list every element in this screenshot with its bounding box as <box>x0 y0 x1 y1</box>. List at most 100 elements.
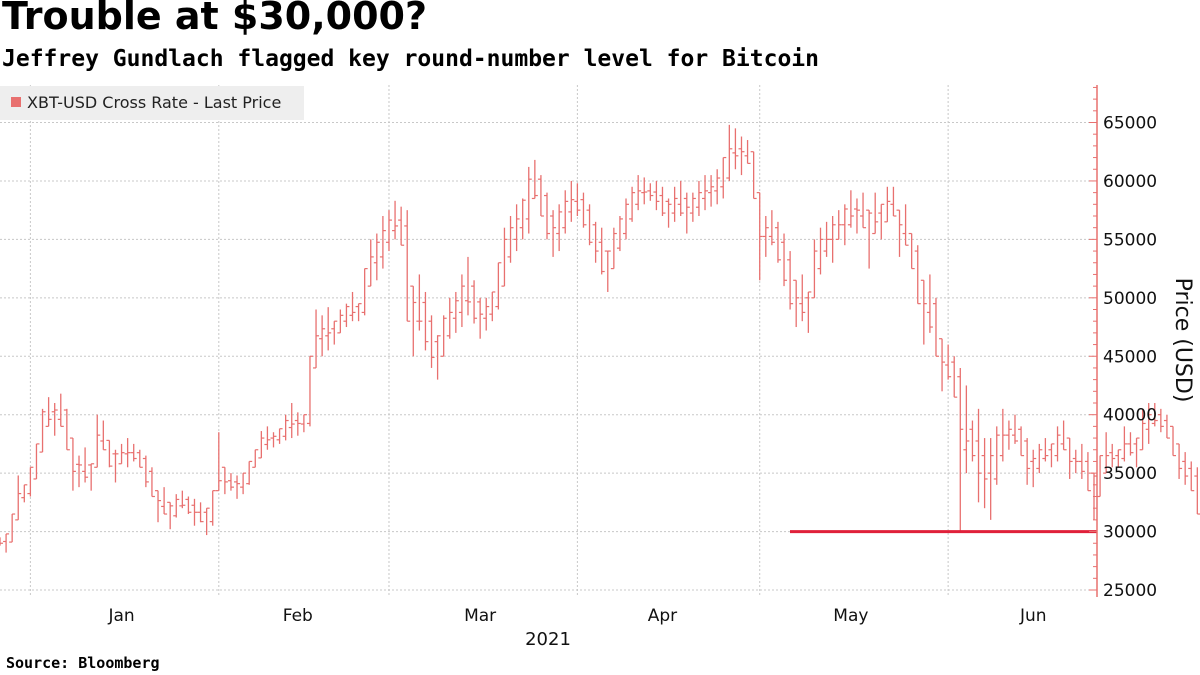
price-bar <box>890 186 897 217</box>
price-bar <box>525 166 532 234</box>
price-bar <box>337 309 344 334</box>
chart-subtitle: Jeffrey Gundlach flagged key round-numbe… <box>2 46 819 72</box>
price-bar <box>805 291 812 333</box>
price-bar <box>847 190 854 228</box>
price-bar <box>744 140 751 165</box>
price-bar <box>926 274 933 333</box>
legend-swatch <box>11 97 21 107</box>
price-bar <box>367 239 374 287</box>
price-bar <box>1078 443 1085 479</box>
price-bar <box>774 221 781 263</box>
x-axis-year: 2021 <box>525 629 571 650</box>
price-bar <box>732 128 739 170</box>
price-bar <box>981 438 988 509</box>
price-bar <box>841 204 848 246</box>
price-bar <box>762 216 769 257</box>
y-tick-label: 65000 <box>1103 114 1157 134</box>
price-bar <box>1139 408 1146 451</box>
price-bar <box>221 466 228 495</box>
price-bar <box>592 221 599 263</box>
price-bar <box>537 175 544 217</box>
price-bar <box>568 180 575 222</box>
price-bar <box>197 502 204 523</box>
price-bar <box>173 494 180 518</box>
price-bar <box>264 426 271 450</box>
price-bar <box>1042 438 1049 462</box>
price-bar <box>939 338 946 392</box>
y-tick-label: 60000 <box>1103 172 1157 192</box>
price-bar <box>544 192 550 240</box>
price-bar <box>951 356 958 398</box>
price-bar <box>464 256 471 316</box>
price-bar <box>1127 432 1134 456</box>
x-tick-label: Jan <box>107 606 134 626</box>
price-bar <box>191 498 198 526</box>
x-tick-label: Mar <box>464 606 496 626</box>
price-bar <box>665 198 672 228</box>
price-bar <box>969 420 976 462</box>
price-bar <box>823 221 830 257</box>
price-bar <box>9 513 16 543</box>
price-bar <box>483 297 490 331</box>
price-bar <box>63 408 70 451</box>
price-bar <box>519 198 526 240</box>
price-bar <box>1066 437 1073 479</box>
price-bar <box>598 227 605 275</box>
price-bar <box>683 192 690 234</box>
price-bar <box>288 403 295 439</box>
price-bar <box>349 291 356 322</box>
price-bar <box>720 156 727 199</box>
price-bar <box>440 315 447 357</box>
price-bar <box>781 233 788 287</box>
price-bar <box>1109 443 1116 468</box>
price-bar <box>1024 438 1031 485</box>
price-bar <box>932 297 939 357</box>
x-tick-label: May <box>833 606 868 626</box>
price-bar <box>185 496 192 515</box>
price-bar <box>1060 420 1067 451</box>
price-bar <box>1005 420 1012 450</box>
price-bar <box>471 280 478 324</box>
price-bar <box>57 393 64 427</box>
price-bar <box>1115 449 1122 468</box>
price-bar <box>914 245 921 305</box>
price-bar <box>641 177 648 205</box>
price-bar <box>124 438 131 468</box>
price-bar <box>860 192 867 229</box>
price-bar <box>148 467 155 498</box>
price-bar <box>550 210 557 257</box>
price-bar <box>1048 443 1055 468</box>
price-bar <box>610 227 617 270</box>
price-bar <box>835 210 842 240</box>
price-bar <box>811 239 818 299</box>
price-bar <box>458 274 465 328</box>
price-bar <box>27 466 34 497</box>
price-bar <box>726 124 733 181</box>
price-bar <box>142 455 149 488</box>
price-bar <box>987 438 994 520</box>
price-bar <box>866 209 873 269</box>
price-bar <box>282 414 289 441</box>
price-bar <box>258 431 265 459</box>
price-bar <box>94 414 101 468</box>
price-bar <box>1176 443 1183 479</box>
price-bar <box>1145 403 1152 444</box>
y-axis-label: Price (USD) <box>1170 278 1195 403</box>
price-bar <box>325 307 332 351</box>
price-bar <box>489 291 496 322</box>
price-bar <box>629 186 636 222</box>
price-bar <box>416 274 423 331</box>
price-bar <box>817 227 824 275</box>
y-axis: 25000 30000 35000 40000 45000 50000 55000 60000… <box>1089 85 1157 601</box>
price-bar <box>246 460 253 485</box>
price-bar <box>215 432 222 492</box>
price-bar <box>434 335 441 380</box>
price-bar <box>300 414 307 433</box>
price-bar <box>1103 432 1110 474</box>
legend-background <box>0 86 304 120</box>
price-bar <box>319 315 326 357</box>
price-bar <box>507 216 514 263</box>
price-bar <box>3 533 10 553</box>
price-bar <box>604 250 611 292</box>
